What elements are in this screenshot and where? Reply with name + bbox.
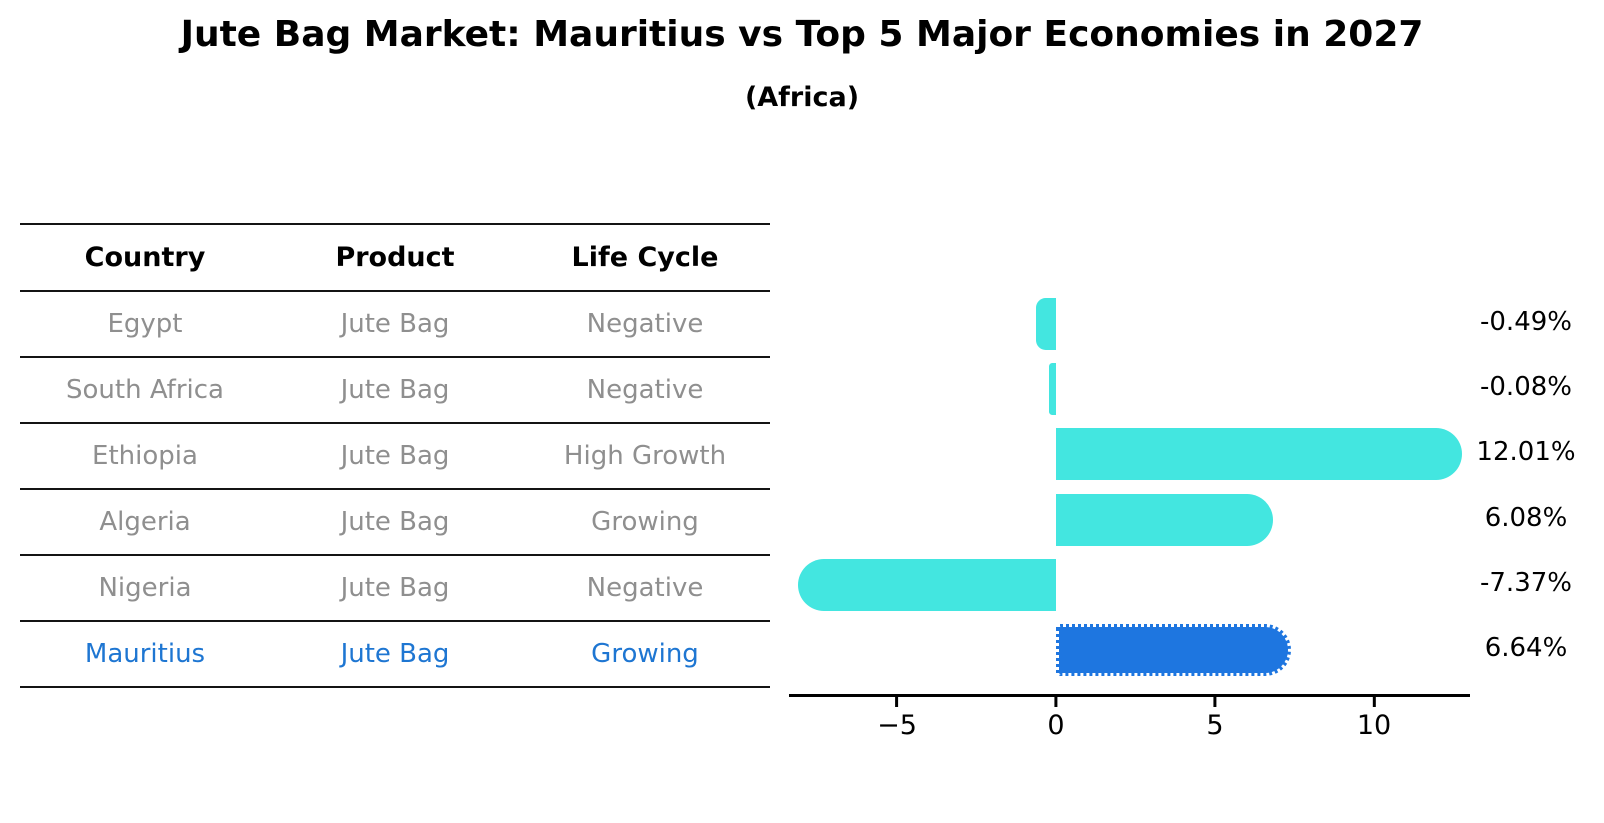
tick-label: 5 [1206, 710, 1224, 741]
bar-egypt [1036, 298, 1056, 350]
value-label-ethiopia: 12.01% [1476, 437, 1576, 467]
value-label-nigeria: -7.37% [1480, 568, 1572, 598]
table-row-algeria: Algeria Jute Bag Growing [20, 488, 770, 554]
cell-lifecycle: Negative [586, 309, 704, 339]
bar-algeria [1056, 494, 1274, 546]
bar-mauritius-highlighted [1056, 624, 1292, 676]
cell-lifecycle: Negative [586, 375, 704, 405]
cell-product: Jute Bag [340, 309, 450, 339]
tick-mark [895, 697, 899, 707]
table-row-ethiopia: Ethiopia Jute Bag High Growth [20, 422, 770, 488]
tick-label: −5 [877, 710, 917, 741]
x-axis-tick-5: 5 [1206, 697, 1224, 741]
chart-title: Jute Bag Market: Mauritius vs Top 5 Majo… [180, 14, 1424, 55]
bar-ethiopia [1056, 428, 1462, 480]
tick-label: 0 [1047, 710, 1065, 741]
cell-product: Jute Bag [340, 507, 450, 537]
x-axis-tick-0: 0 [1047, 697, 1065, 741]
table-row-mauritius-highlighted: Mauritius Jute Bag Growing [20, 620, 770, 686]
cell-country: South Africa [66, 375, 224, 405]
cell-lifecycle: Growing [591, 507, 699, 537]
value-label-egypt: -0.49% [1480, 307, 1572, 337]
table-row-south-africa: South Africa Jute Bag Negative [20, 356, 770, 422]
cell-product: Jute Bag [340, 573, 450, 603]
x-axis-line [789, 694, 1470, 697]
value-label-algeria: 6.08% [1484, 503, 1568, 533]
cell-lifecycle: Growing [591, 639, 699, 669]
column-header-country: Country [84, 242, 206, 273]
cell-country: Ethiopia [92, 441, 198, 471]
cell-lifecycle: High Growth [563, 441, 727, 471]
bar-nigeria [797, 559, 1056, 611]
column-header-lifecycle: Life Cycle [571, 242, 719, 273]
country-table: Country Product Life Cycle Egypt Jute Ba… [20, 223, 770, 688]
table-header-row: Country Product Life Cycle [20, 223, 770, 290]
cell-country: Mauritius [84, 639, 206, 669]
x-axis-tick-neg5: −5 [877, 697, 917, 741]
column-header-product: Product [335, 242, 455, 273]
cell-country: Nigeria [98, 573, 192, 603]
table-row-nigeria: Nigeria Jute Bag Negative [20, 554, 770, 620]
bar-south-africa [1049, 363, 1056, 415]
chart-subtitle: (Africa) [744, 82, 860, 113]
table-row-egypt: Egypt Jute Bag Negative [20, 290, 770, 356]
cell-product: Jute Bag [340, 375, 450, 405]
x-axis-tick-10: 10 [1357, 697, 1391, 741]
tick-mark [1213, 697, 1217, 707]
cell-country: Egypt [107, 309, 183, 339]
cell-product: Jute Bag [340, 441, 450, 471]
tick-label: 10 [1356, 710, 1392, 741]
value-label-south-africa: -0.08% [1480, 372, 1572, 402]
cell-country: Algeria [99, 507, 191, 537]
cell-product: Jute Bag [340, 639, 450, 669]
value-label-mauritius: 6.64% [1484, 633, 1568, 663]
tick-mark [1054, 697, 1058, 707]
tick-mark [1372, 697, 1376, 707]
cell-lifecycle: Negative [586, 573, 704, 603]
